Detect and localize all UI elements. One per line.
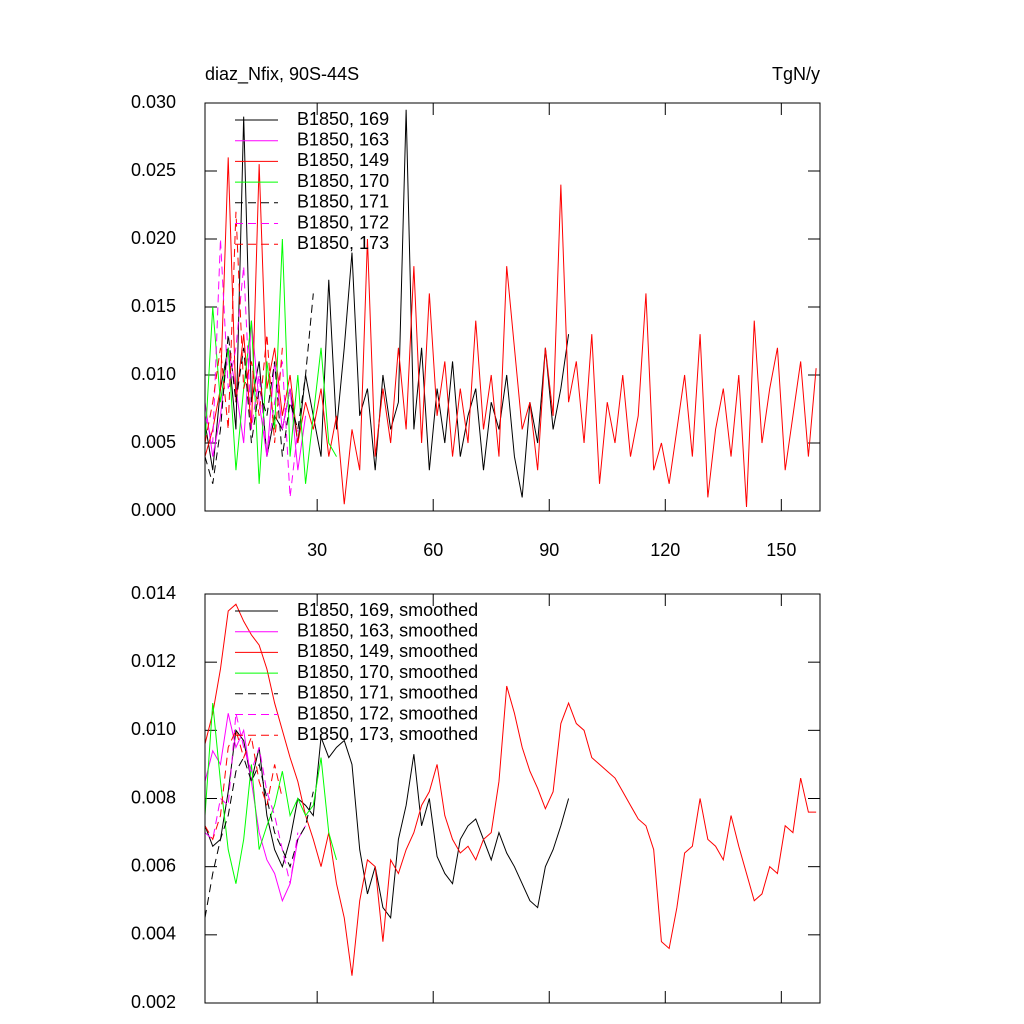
- series-line: [205, 729, 570, 920]
- legend-label: B1850, 149, smoothed: [297, 641, 478, 661]
- x-tick-label: 120: [650, 540, 680, 560]
- series-line: [205, 320, 307, 471]
- legend-label: B1850, 170, smoothed: [297, 662, 478, 682]
- y-tick-label: 0.010: [131, 719, 176, 739]
- plot-frame: [204, 102, 821, 512]
- legend-label: B1850, 163: [297, 129, 389, 149]
- x-tick-label: 60: [423, 540, 443, 560]
- series-line: [205, 157, 817, 507]
- chart-title: diaz_Nfix, 90S-44S: [205, 64, 359, 85]
- legend-label: B1850, 171, smoothed: [297, 683, 478, 703]
- legend-label: B1850, 169, smoothed: [297, 600, 478, 620]
- y-tick-label: 0.014: [131, 583, 176, 603]
- series-line: [205, 293, 314, 484]
- y-tick-label: 0.004: [131, 924, 176, 944]
- legend-label: B1850, 172, smoothed: [297, 703, 478, 723]
- series-line: [205, 728, 283, 841]
- series-line: [205, 756, 314, 918]
- legend-label: B1850, 149: [297, 150, 389, 170]
- y-tick-label: 0.008: [131, 787, 176, 807]
- series-line: [205, 713, 299, 884]
- plot-frame: [204, 593, 821, 1004]
- y-tick-label: 0.020: [131, 228, 176, 248]
- x-tick-label: 30: [307, 540, 327, 560]
- y-tick-label: 0.012: [131, 651, 176, 671]
- legend-label: B1850, 171: [297, 192, 389, 212]
- x-tick-label: 90: [539, 540, 559, 560]
- units-label: TgN/y: [772, 64, 820, 84]
- y-tick-label: 0.006: [131, 855, 176, 875]
- legend-label: B1850, 169: [297, 109, 389, 129]
- y-tick-label: 0.015: [131, 296, 176, 316]
- y-tick-label: 0.025: [131, 160, 176, 180]
- legend-label: B1850, 173: [297, 233, 389, 253]
- y-tick-label: 0.002: [131, 992, 176, 1012]
- legend-label: B1850, 163, smoothed: [297, 620, 478, 640]
- series-line: [205, 238, 299, 498]
- panel: diaz_Nfix, 90S-44S TgN/y 0.000 0.005 0.010 0.…: [131, 64, 821, 560]
- y-tick-label: 0.000: [131, 500, 176, 520]
- legend-label: B1850, 172: [297, 212, 389, 232]
- series-line: [205, 109, 570, 498]
- x-tick-label: 150: [766, 540, 796, 560]
- y-tick-label: 0.030: [131, 92, 176, 112]
- y-tick-label: 0.010: [131, 364, 176, 384]
- y-tick-label: 0.005: [131, 432, 176, 452]
- legend-label: B1850, 170: [297, 171, 389, 191]
- panel: 0.002 0.004 0.006 0.008 0.010 0.012 0.014 B1850…: [131, 583, 821, 1012]
- legend-label: B1850, 173, smoothed: [297, 724, 478, 744]
- series-line: [205, 211, 283, 444]
